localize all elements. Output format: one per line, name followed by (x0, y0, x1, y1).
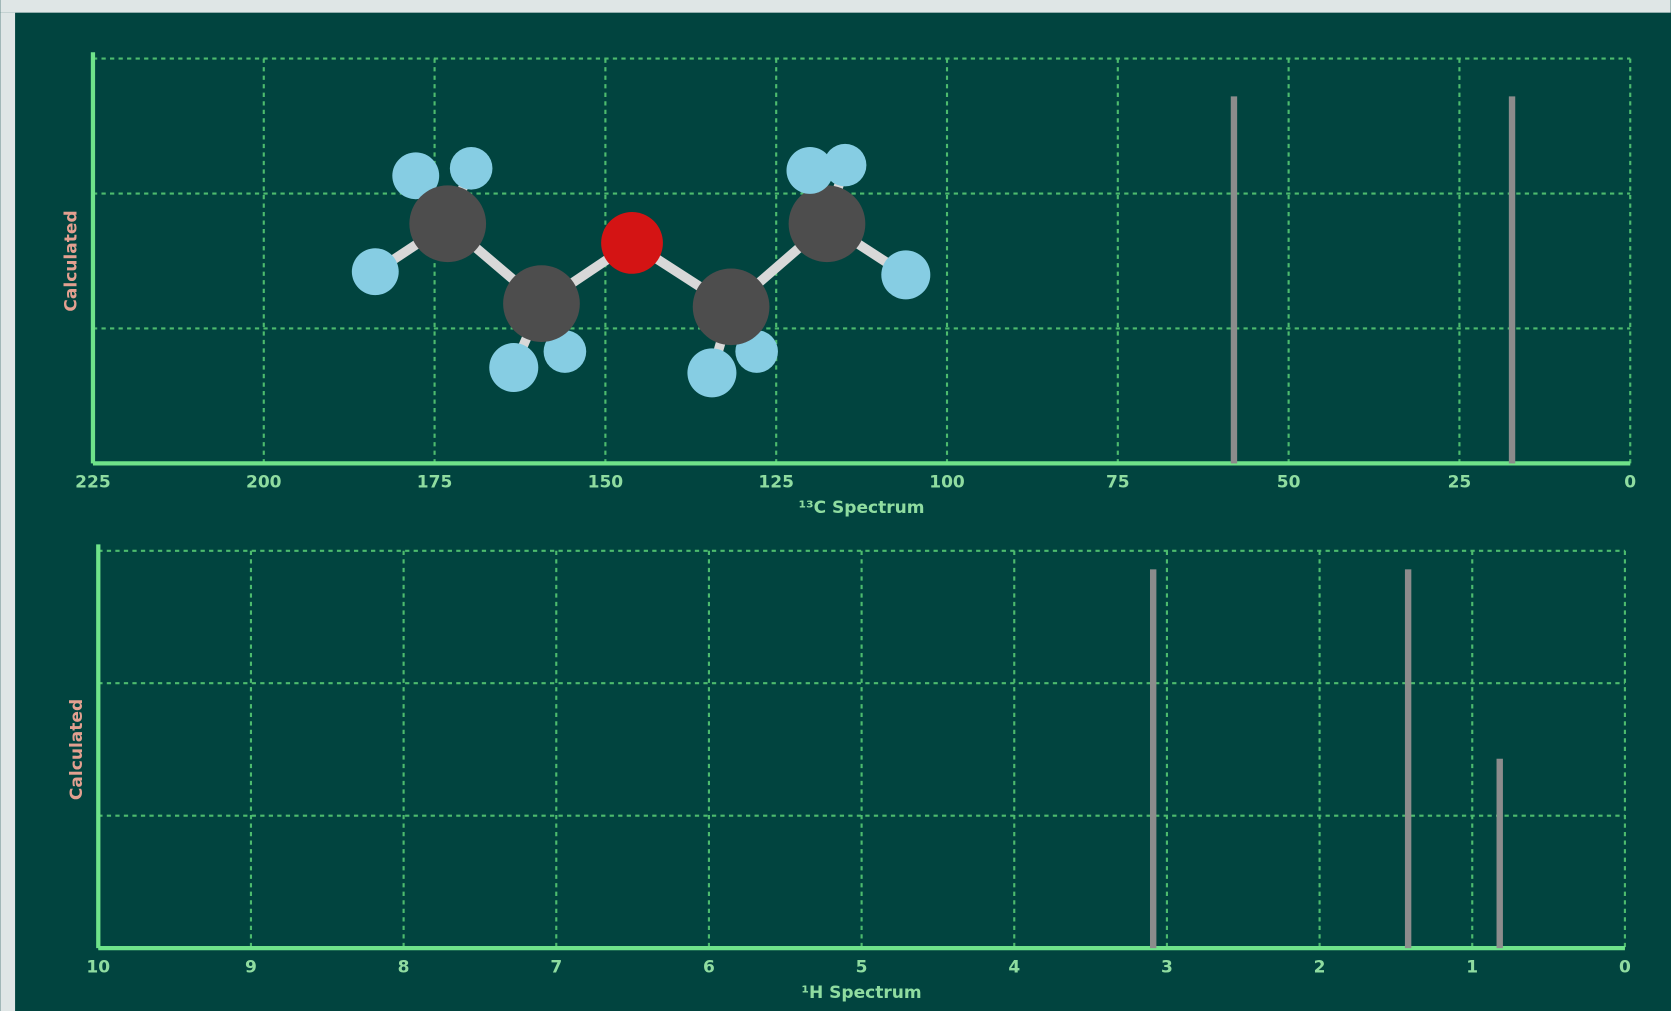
hydrogen (450, 147, 493, 190)
hydrogen (352, 248, 399, 295)
y-axis-title: Calculated (62, 210, 82, 311)
x-tick-label: 100 (929, 473, 965, 493)
peak (1497, 759, 1503, 948)
x-tick-label: 150 (588, 473, 624, 493)
x-tick-label: 4 (1008, 957, 1020, 977)
x-tick-label: 25 (1448, 473, 1472, 493)
spectra-view: 2252001751501251007550250¹³C SpectrumCal… (0, 0, 1671, 1011)
x-tick-label: 8 (398, 957, 410, 977)
y-axis-title: Calculated (67, 699, 87, 800)
page: 2252001751501251007550250¹³C SpectrumCal… (0, 0, 1671, 1011)
x-tick-label: 1 (1466, 957, 1478, 977)
x-tick-label: 50 (1277, 473, 1301, 493)
x-axis-title: ¹H Spectrum (802, 983, 922, 1003)
hydrogen (786, 147, 833, 194)
x-tick-label: 75 (1106, 473, 1130, 493)
x-tick-label: 7 (550, 957, 562, 977)
x-tick-label: 0 (1619, 957, 1631, 977)
hydrogen (489, 343, 538, 392)
carbon (409, 185, 486, 262)
hydrogen (881, 250, 930, 299)
x-tick-label: 2 (1314, 957, 1326, 977)
left-edge (0, 13, 15, 1011)
carbon (503, 265, 580, 342)
peak (1231, 96, 1237, 463)
x-tick-label: 225 (75, 473, 111, 493)
x-tick-label: 125 (758, 473, 794, 493)
x-tick-label: 200 (246, 473, 282, 493)
x-tick-label: 5 (856, 957, 868, 977)
carbon (693, 268, 770, 345)
peak (1150, 569, 1156, 948)
carbon (789, 185, 866, 262)
x-tick-label: 3 (1161, 957, 1173, 977)
x-tick-label: 175 (417, 473, 453, 493)
top-edge (0, 0, 1670, 13)
x-tick-label: 0 (1624, 473, 1636, 493)
x-tick-label: 10 (86, 957, 110, 977)
x-tick-label: 6 (703, 957, 715, 977)
peak (1405, 569, 1411, 948)
oxygen (601, 212, 663, 274)
peak (1509, 96, 1515, 463)
x-axis-title: ¹³C Spectrum (799, 498, 925, 518)
x-tick-label: 9 (245, 957, 257, 977)
hydrogen (687, 348, 736, 397)
